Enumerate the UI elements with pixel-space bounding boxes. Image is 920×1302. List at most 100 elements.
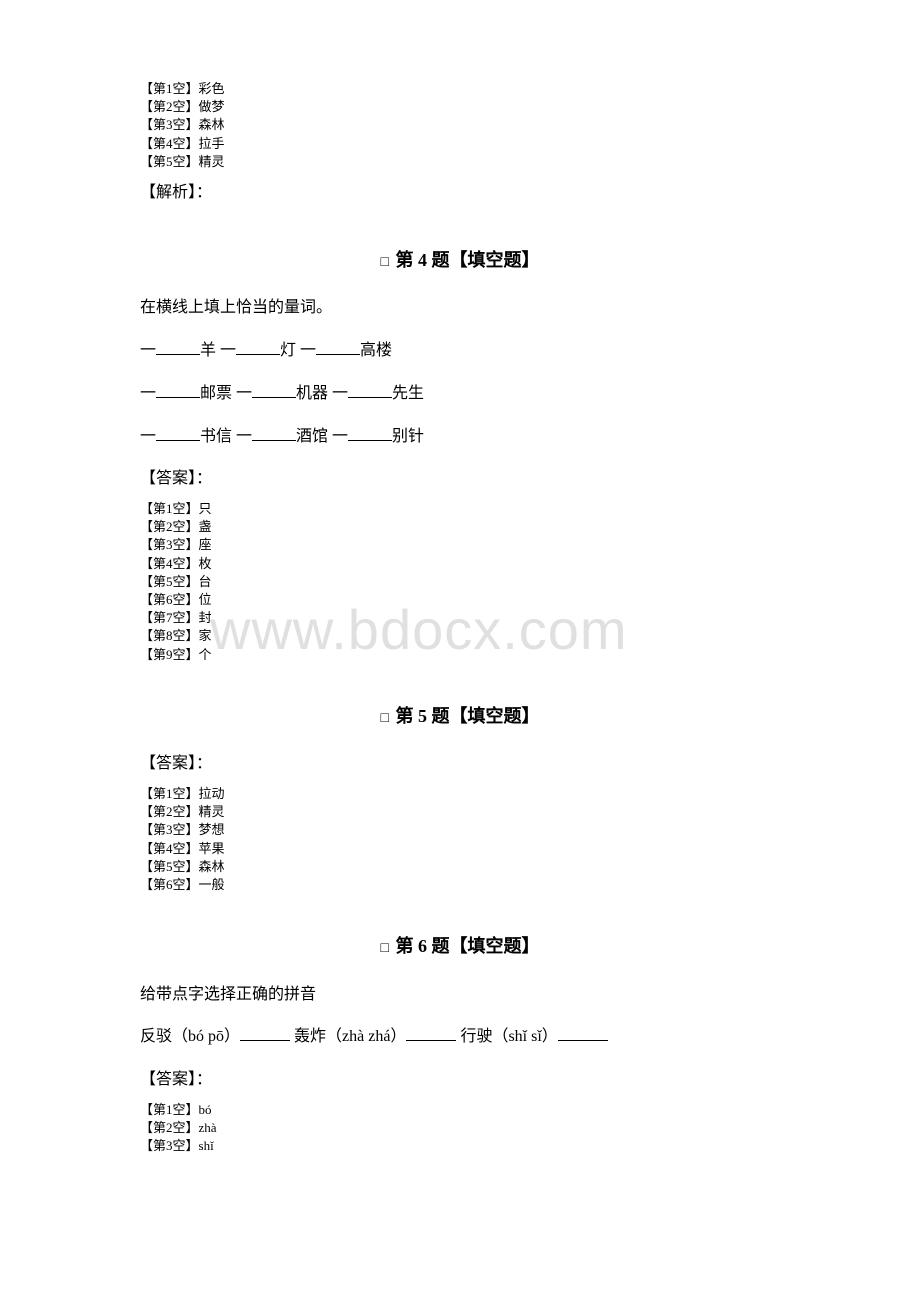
blank-field[interactable]	[348, 380, 392, 398]
answer-value: zhà	[199, 1120, 217, 1135]
answer-value: 拉动	[199, 786, 225, 801]
text-part: 灯 一	[280, 342, 316, 359]
q6-title: □ 第 6 题【填空题】	[140, 930, 780, 962]
answer-row: 【第2空】精灵	[140, 803, 780, 821]
square-marker-icon: □	[381, 936, 389, 961]
q4-line2: 一邮票 一机器 一先生	[140, 380, 780, 409]
blank-field[interactable]	[156, 423, 200, 441]
q4-answer-label: 【答案】：	[140, 465, 780, 494]
text-part: 一	[140, 428, 156, 445]
blank-field[interactable]	[252, 380, 296, 398]
q6-answers-block: 【第1空】bó 【第2空】zhà 【第3空】shǐ	[140, 1101, 780, 1156]
label-part: 【第	[140, 117, 166, 132]
answer-value: 盏	[199, 519, 212, 534]
text-part: 羊 一	[200, 342, 236, 359]
blank-field[interactable]	[156, 337, 200, 355]
answer-row: 【第3空】shǐ	[140, 1137, 780, 1155]
label-part: 空】	[173, 822, 199, 837]
answer-row: 【第1空】拉动	[140, 785, 780, 803]
answer-value: 森林	[199, 859, 225, 874]
label-part: 【第	[140, 519, 166, 534]
label-part: 【第	[140, 859, 166, 874]
label-part: 【第	[140, 81, 166, 96]
blank-field[interactable]	[406, 1023, 456, 1041]
answer-row: 【第1空】bó	[140, 1101, 780, 1119]
label-part: 【第	[140, 804, 166, 819]
answer-row: 【第2空】zhà	[140, 1119, 780, 1137]
q6-answer-label: 【答案】：	[140, 1066, 780, 1095]
label-part: 【第	[140, 99, 166, 114]
answer-row: 【第6空】一般	[140, 876, 780, 894]
blank-field[interactable]	[236, 337, 280, 355]
answer-value: 彩色	[199, 81, 225, 96]
label-part: 【第	[140, 154, 166, 169]
answer-row: 【第3空】梦想	[140, 821, 780, 839]
blank-field[interactable]	[558, 1023, 608, 1041]
answer-value: 梦想	[199, 822, 225, 837]
answer-value: 位	[199, 592, 212, 607]
answer-value: 座	[199, 537, 212, 552]
analysis-label: 【解析】：	[140, 179, 780, 208]
q3-answers-block: 【第1空】彩色 【第2空】做梦 【第3空】森林 【第4空】拉手 【第5空】精灵	[140, 80, 780, 171]
label-part: 空】	[173, 592, 199, 607]
label-part: 【第	[140, 610, 166, 625]
blank-field[interactable]	[240, 1023, 290, 1041]
q5-answer-label: 【答案】：	[140, 750, 780, 779]
label-part: 【第	[140, 822, 166, 837]
text-part: 行驶（shǐ sǐ）	[456, 1028, 557, 1045]
label-part: 空】	[173, 501, 199, 516]
answer-value: 苹果	[199, 841, 225, 856]
label-part: 空】	[173, 841, 199, 856]
blank-field[interactable]	[316, 337, 360, 355]
label-part: 空】	[173, 1120, 199, 1135]
label-part: 【第	[140, 574, 166, 589]
answer-row: 【第3空】座	[140, 536, 780, 554]
label-part: 空】	[173, 537, 199, 552]
label-part: 空】	[173, 804, 199, 819]
answer-value: bó	[199, 1102, 212, 1117]
answer-value: shǐ	[199, 1138, 214, 1153]
q4-line1: 一 羊 一 灯 一 高楼	[140, 337, 780, 366]
label-part: 【第	[140, 556, 166, 571]
square-marker-icon: □	[381, 706, 389, 731]
label-part: 空】	[173, 556, 199, 571]
label-part: 【第	[140, 647, 166, 662]
answer-value: 精灵	[199, 804, 225, 819]
text-part: 高楼	[360, 342, 392, 359]
answer-value: 只	[199, 501, 212, 516]
text-part: 轰炸（zhà zhá）	[290, 1028, 406, 1045]
answer-row: 【第7空】封	[140, 609, 780, 627]
label-part: 空】	[173, 786, 199, 801]
answer-value: 家	[199, 628, 212, 643]
text-part: 一	[140, 342, 156, 359]
label-part: 【第	[140, 537, 166, 552]
label-part: 【第	[140, 841, 166, 856]
q5-title: □ 第 5 题【填空题】	[140, 700, 780, 732]
text-part: 一	[140, 385, 156, 402]
label-part: 空】	[173, 647, 199, 662]
label-part: 空】	[173, 610, 199, 625]
blank-field[interactable]	[156, 380, 200, 398]
label-part: 空】	[173, 859, 199, 874]
label-part: 【第	[140, 1120, 166, 1135]
label-part: 空】	[173, 117, 199, 132]
answer-value: 个	[199, 647, 212, 662]
q4-prompt: 在横线上填上恰当的量词。	[140, 294, 780, 323]
label-part: 空】	[173, 154, 199, 169]
title-text: 第 6 题【填空题】	[395, 936, 539, 956]
answer-row: 【第4空】拉手	[140, 135, 780, 153]
answer-value: 台	[199, 574, 212, 589]
label-part: 【第	[140, 1102, 166, 1117]
q6-prompt: 给带点字选择正确的拼音	[140, 981, 780, 1010]
answer-row: 【第6空】位	[140, 591, 780, 609]
blank-field[interactable]	[252, 423, 296, 441]
text-part: 酒馆 一	[296, 428, 348, 445]
text-part: 书信 一	[200, 428, 252, 445]
page-content: 【第1空】彩色 【第2空】做梦 【第3空】森林 【第4空】拉手 【第5空】精灵 …	[140, 80, 780, 1155]
answer-value: 一般	[199, 877, 225, 892]
q6-line1: 反驳（bó pō） 轰炸（zhà zhá） 行驶（shǐ sǐ）	[140, 1023, 780, 1052]
answer-row: 【第4空】苹果	[140, 840, 780, 858]
label-part: 空】	[173, 519, 199, 534]
blank-field[interactable]	[348, 423, 392, 441]
text-part: 先生	[392, 385, 424, 402]
